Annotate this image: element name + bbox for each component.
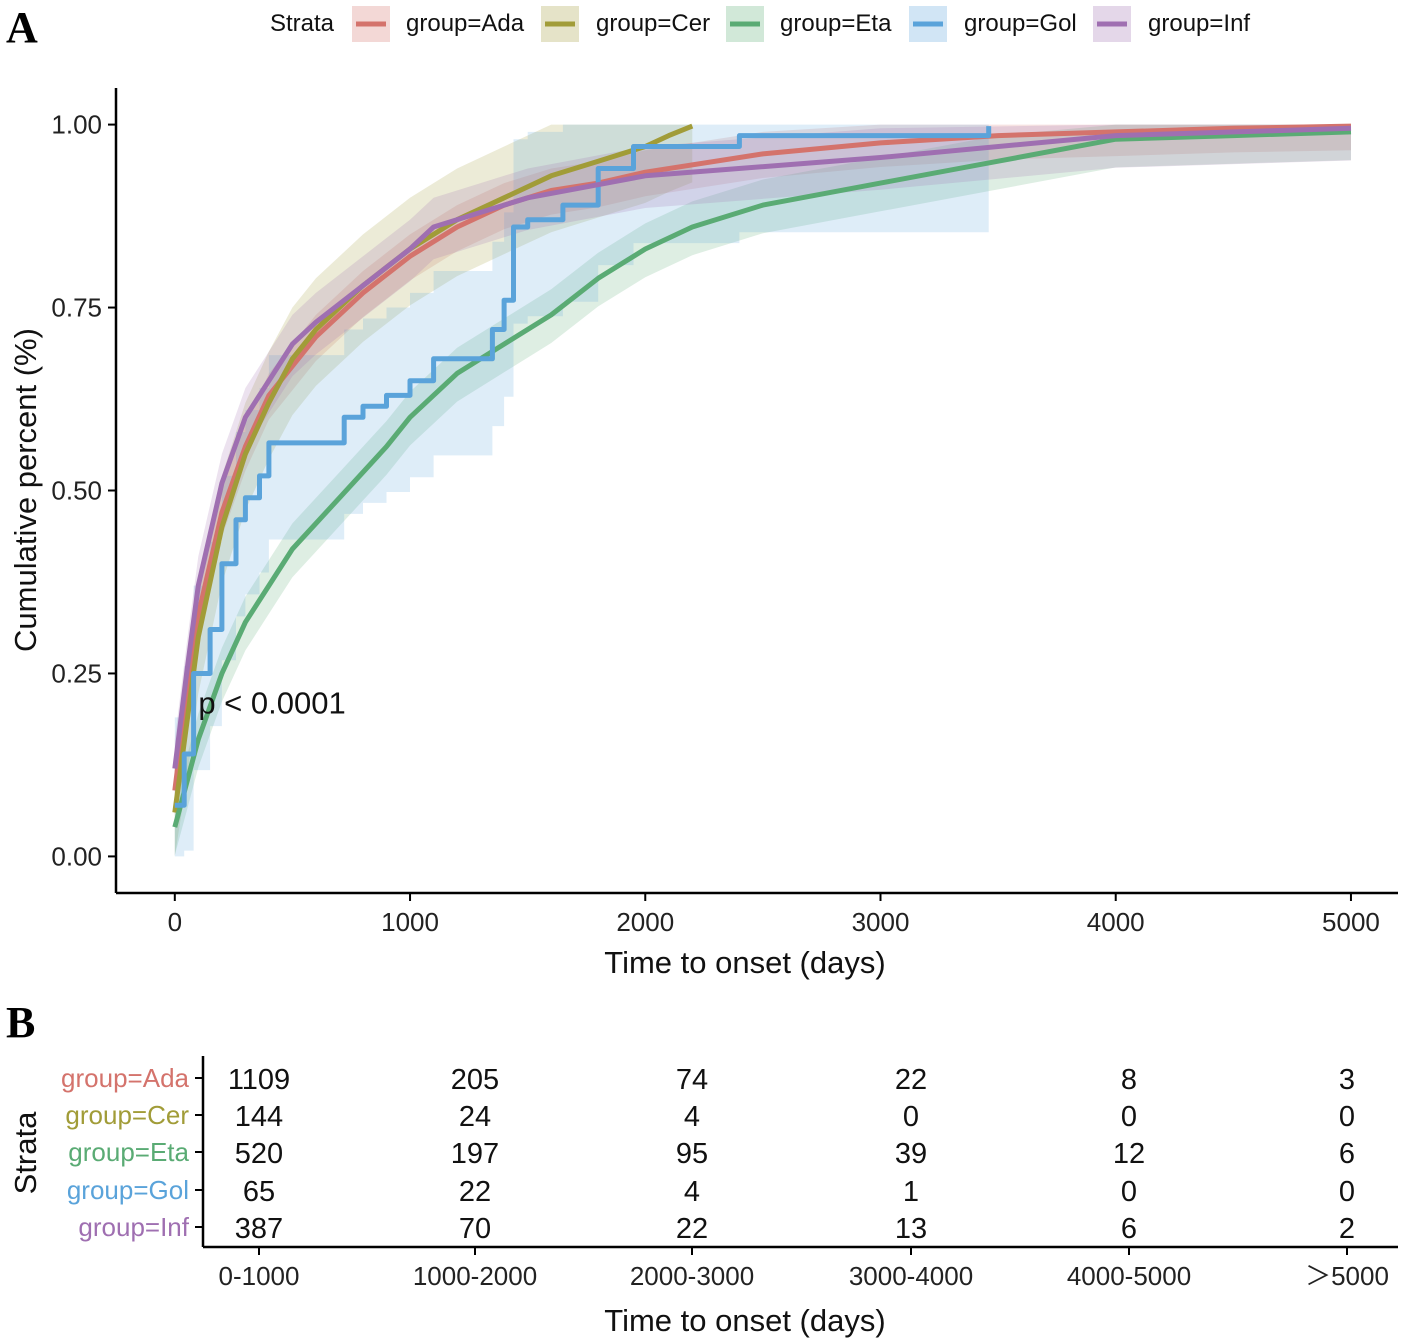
table-row-label: group=Inf: [78, 1212, 189, 1242]
table-cell: 95: [676, 1138, 708, 1170]
x-tick-label: 4000: [1087, 907, 1145, 937]
table-cell: 65: [243, 1176, 275, 1208]
table-row-label: group=Cer: [65, 1100, 189, 1130]
x-axis-title: Time to onset (days): [604, 945, 885, 980]
y-tick-label: 0.50: [51, 476, 102, 506]
x-tick-label: 3000: [852, 907, 910, 937]
x-tick-label: 0: [168, 907, 182, 937]
table-col-label: 2000-3000: [630, 1261, 754, 1291]
table-cell: 387: [235, 1213, 283, 1245]
table-cell: 74: [676, 1064, 708, 1096]
table-cell: 13: [895, 1213, 927, 1245]
curve-inf: [172, 125, 1352, 769]
table-cell: 24: [459, 1101, 491, 1133]
table-cell: 0: [1121, 1101, 1137, 1133]
table-col-label: 4000-5000: [1067, 1261, 1191, 1291]
table-cell: 2: [1339, 1213, 1355, 1245]
band-gol: [174, 124, 989, 857]
table-cell: 4: [684, 1176, 700, 1208]
table-cell: 4: [684, 1101, 700, 1133]
table-col-label: ＞5000: [1305, 1261, 1389, 1291]
table-cell: 39: [895, 1138, 927, 1170]
panel-b-letter: B: [6, 998, 35, 1047]
band-cer: [174, 124, 693, 857]
risk-table-body: 0-1000 1000-2000 2000-3000 3000-4000 4000-50…: [61, 1056, 1398, 1291]
plot-axes: 0.00 0.25 0.50 0.75 1.00 0 1000 2000 3000 4000 500…: [51, 88, 1398, 937]
legend-item-eta: group=Eta: [726, 6, 892, 42]
legend-item-ada: group=Ada: [352, 6, 525, 42]
table-cell: 8: [1121, 1064, 1137, 1096]
p-value-annotation: p < 0.0001: [198, 686, 345, 721]
table-cell: 0: [903, 1101, 919, 1133]
legend-item-inf: group=Inf: [1093, 6, 1250, 42]
risk-table: 0-1000 1000-2000 2000-3000 3000-4000 4000-50…: [8, 1056, 1398, 1338]
table-row-label: group=Eta: [68, 1137, 189, 1167]
cumulative-plot: 0.00 0.25 0.50 0.75 1.00 0 1000 2000 3000 4000 500…: [8, 88, 1398, 980]
x-tick-label: 1000: [381, 907, 439, 937]
legend-title: Strata: [270, 10, 335, 37]
legend: Strata group=Ada group=Cer group=Eta gro…: [270, 6, 1250, 42]
table-cell: 1: [903, 1176, 919, 1208]
y-tick-label: 0.25: [51, 658, 102, 688]
table-cell: 144: [235, 1101, 283, 1133]
table-y-axis-title: Strata: [8, 1111, 43, 1194]
table-row-label: group=Ada: [61, 1063, 189, 1093]
y-axis-title: Cumulative percent (%): [8, 328, 43, 652]
table-cell: 22: [895, 1064, 927, 1096]
table-col-label: 0-1000: [219, 1261, 300, 1291]
y-tick-label: 0.75: [51, 293, 102, 323]
table-cell: 0: [1339, 1176, 1355, 1208]
legend-item-gol: group=Gol: [909, 6, 1077, 42]
table-col-label: 1000-2000: [413, 1261, 537, 1291]
table-cell: 6: [1339, 1138, 1355, 1170]
table-cell: 3: [1339, 1064, 1355, 1096]
table-cell: 1109: [228, 1064, 290, 1096]
confidence-bands: [174, 124, 1351, 857]
table-cell: 70: [459, 1213, 491, 1245]
table-cell: 22: [676, 1213, 708, 1245]
panel-a-letter: A: [6, 3, 38, 52]
table-cell: 22: [459, 1176, 491, 1208]
legend-label-cer: group=Cer: [596, 10, 710, 37]
y-tick-label: 1.00: [51, 110, 102, 140]
table-x-axis-title: Time to onset (days): [604, 1303, 885, 1338]
table-cell: 0: [1339, 1101, 1355, 1133]
table-cell: 6: [1121, 1213, 1137, 1245]
legend-label-inf: group=Inf: [1148, 10, 1250, 37]
table-cell: 197: [451, 1138, 499, 1170]
series-curves: [172, 123, 1352, 828]
table-row-label: group=Gol: [67, 1175, 189, 1205]
x-tick-label: 2000: [616, 907, 674, 937]
legend-label-eta: group=Eta: [780, 10, 892, 37]
table-cell: 205: [451, 1064, 499, 1096]
legend-item-cer: group=Cer: [541, 6, 710, 42]
table-cell: 520: [235, 1138, 283, 1170]
y-tick-label: 0.00: [51, 841, 102, 871]
legend-label-ada: group=Ada: [406, 10, 525, 37]
table-cell: 0: [1121, 1176, 1137, 1208]
table-col-label: 3000-4000: [849, 1261, 973, 1291]
curve-gol: [174, 126, 992, 808]
x-tick-label: 5000: [1322, 907, 1380, 937]
table-cell: 12: [1113, 1138, 1145, 1170]
legend-label-gol: group=Gol: [964, 10, 1077, 37]
